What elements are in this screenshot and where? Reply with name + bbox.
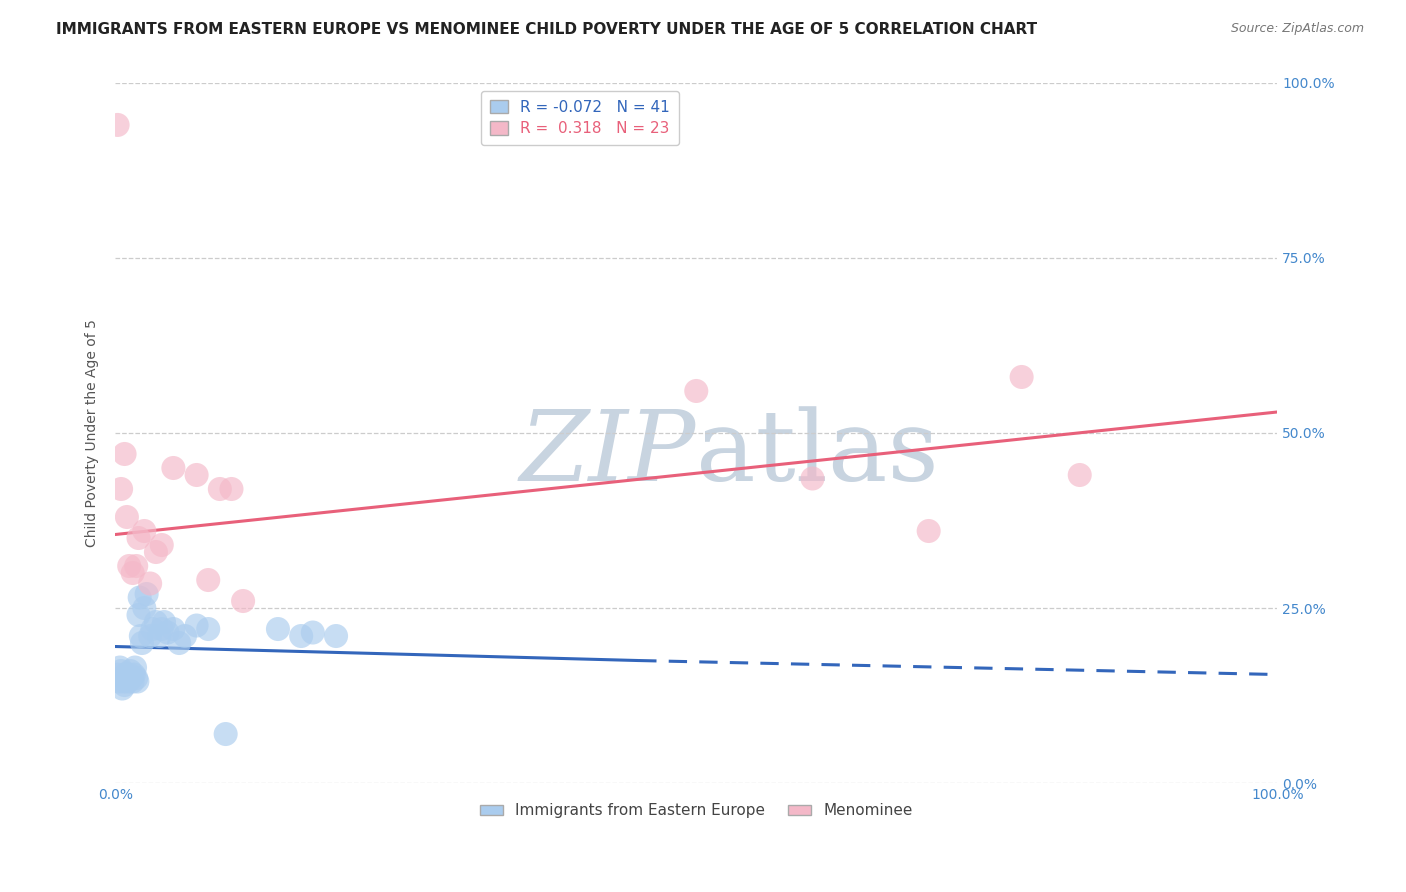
Point (301, 625, 323, 640)
Point (145, 545, 167, 559)
Point (125, 559, 148, 574)
Point (186, 468, 208, 483)
Point (221, 482, 243, 496)
Point (134, 524, 156, 538)
Point (150, 538, 173, 552)
Point (325, 629, 347, 643)
Point (128, 531, 150, 545)
Point (1069, 468, 1091, 483)
Point (153, 615, 176, 629)
Point (918, 524, 941, 538)
Point (129, 629, 152, 643)
Text: IMMIGRANTS FROM EASTERN EUROPE VS MENOMINEE CHILD POVERTY UNDER THE AGE OF 5 COR: IMMIGRANTS FROM EASTERN EUROPE VS MENOMI… (56, 22, 1038, 37)
Point (121, 674, 143, 689)
Point (197, 573, 219, 587)
Point (267, 622, 290, 636)
Point (148, 629, 170, 643)
Point (107, 674, 129, 689)
Text: ZIP: ZIP (520, 407, 696, 501)
Point (131, 636, 153, 650)
Point (128, 607, 150, 622)
Point (141, 622, 163, 636)
Point (801, 471, 824, 485)
Point (685, 384, 707, 398)
Point (134, 601, 156, 615)
Point (128, 591, 150, 605)
Point (156, 625, 179, 640)
Point (112, 674, 135, 689)
Point (167, 636, 190, 650)
Point (1011, 370, 1033, 384)
Point (110, 482, 132, 496)
Point (121, 671, 143, 685)
Point (139, 576, 162, 591)
Point (125, 671, 148, 685)
Y-axis label: Child Poverty Under the Age of 5: Child Poverty Under the Age of 5 (86, 319, 100, 547)
Point (124, 660, 146, 674)
Point (135, 587, 157, 601)
Point (115, 510, 138, 524)
Text: Source: ZipAtlas.com: Source: ZipAtlas.com (1230, 22, 1364, 36)
Point (114, 667, 136, 681)
Point (208, 482, 231, 496)
Point (120, 664, 142, 678)
Point (107, 118, 129, 132)
Point (121, 566, 143, 580)
Point (114, 678, 136, 692)
Point (174, 629, 197, 643)
Point (290, 629, 312, 643)
Point (127, 674, 149, 689)
Point (186, 618, 208, 632)
Point (118, 559, 141, 574)
Point (117, 674, 139, 689)
Point (122, 667, 145, 681)
Point (232, 594, 254, 608)
Point (139, 629, 162, 643)
Legend: Immigrants from Eastern Europe, Menominee: Immigrants from Eastern Europe, Menomine… (474, 797, 918, 824)
Point (111, 681, 134, 696)
Point (118, 667, 141, 681)
Text: atlas: atlas (696, 406, 939, 502)
Point (114, 447, 136, 461)
Point (162, 461, 184, 475)
Point (115, 671, 138, 685)
Point (145, 615, 167, 629)
Point (197, 622, 219, 636)
Point (108, 660, 131, 674)
Point (110, 664, 132, 678)
Point (150, 622, 173, 636)
Point (214, 727, 236, 741)
Point (162, 622, 184, 636)
Point (107, 667, 129, 681)
